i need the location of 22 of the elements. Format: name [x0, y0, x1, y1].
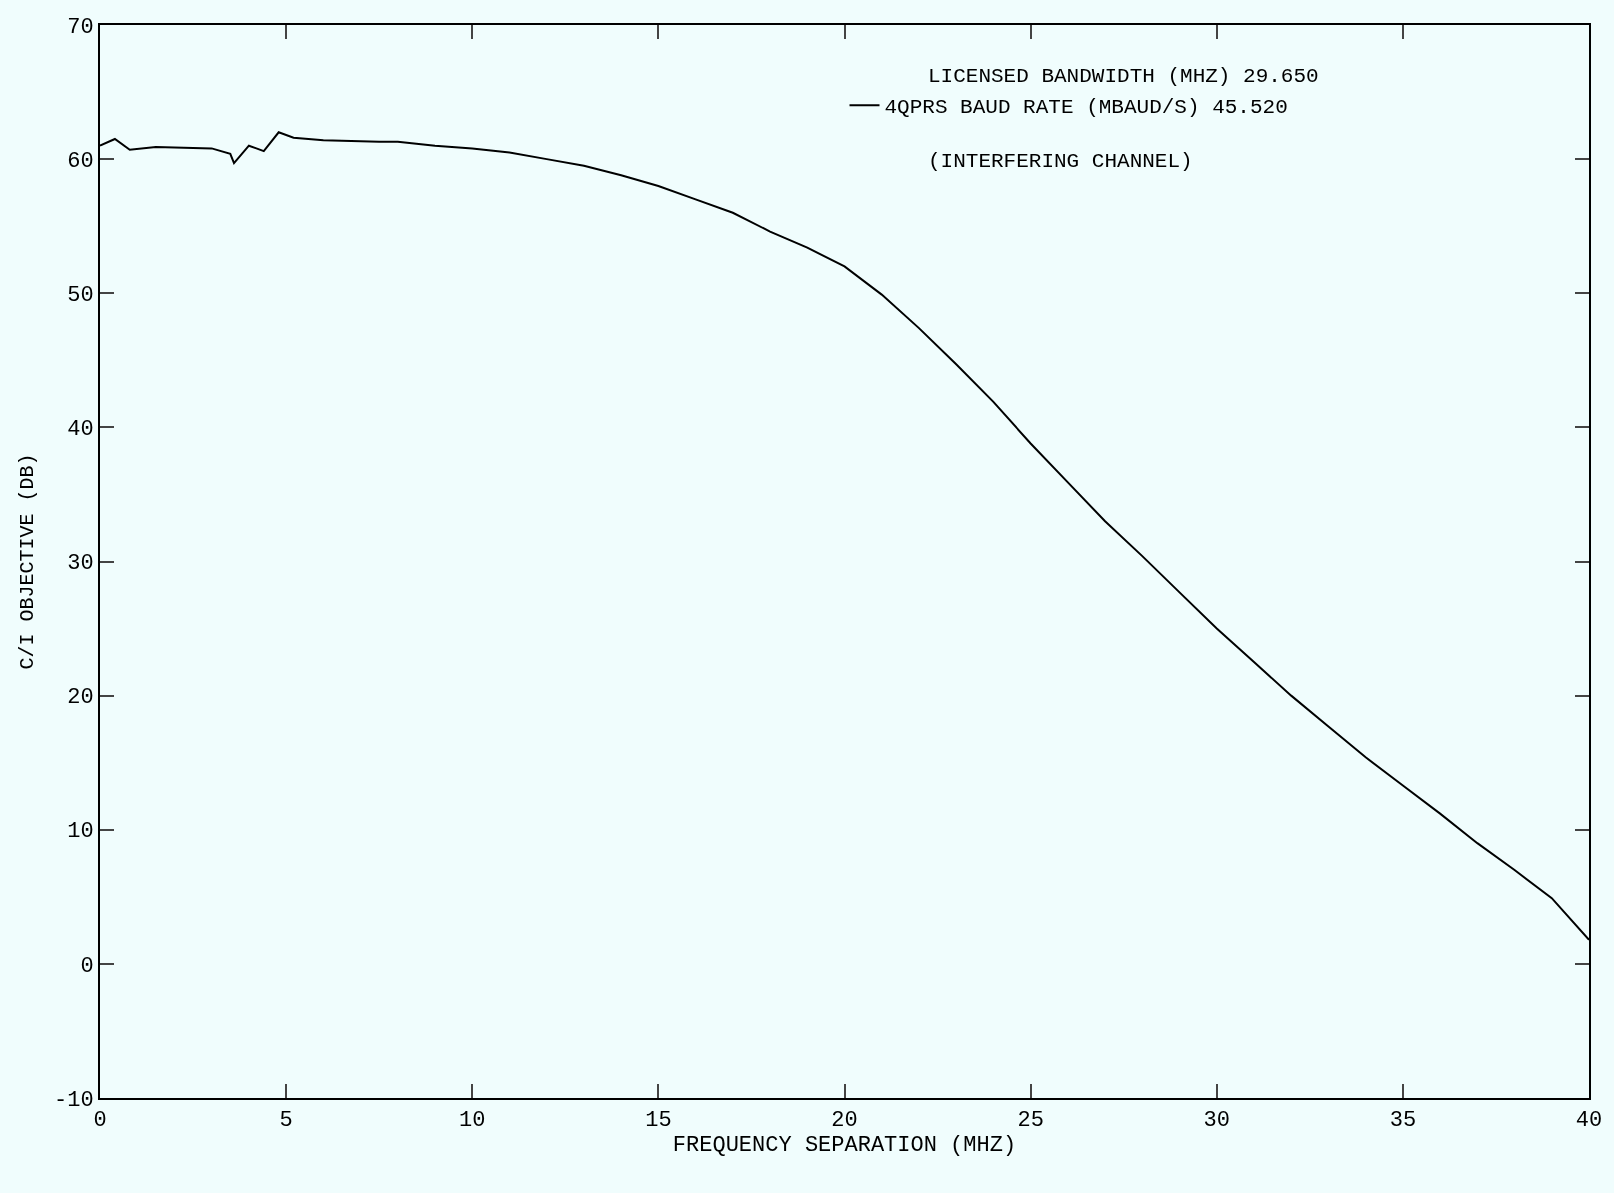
y-tick-label: -10: [53, 1087, 94, 1113]
annotation: LICENSED BANDWIDTH (MHZ) 29.650: [928, 65, 1319, 88]
x-tick-label: 35: [1389, 1108, 1417, 1134]
x-axis-title: FREQUENCY SEPARATION (MHZ): [672, 1133, 1017, 1159]
x-tick-label: 20: [831, 1108, 858, 1134]
y-tick-label: 30: [67, 551, 94, 577]
y-tick-label: 0: [80, 953, 94, 979]
legend-label: 4QPRS BAUD RATE (MBAUD/S) 45.520: [884, 96, 1288, 120]
y-tick-label: 50: [67, 282, 94, 308]
y-tick-label: 20: [67, 685, 94, 711]
x-tick-label: 10: [459, 1108, 486, 1134]
x-tick-label: 40: [1575, 1108, 1603, 1134]
x-tick-label: 5: [279, 1108, 293, 1134]
y-tick-label: 70: [67, 14, 94, 40]
y-axis-title: C/I OBJECTIVE (DB): [15, 453, 39, 670]
x-tick-label: 30: [1203, 1108, 1230, 1134]
annotation: (INTERFERING CHANNEL): [928, 150, 1193, 173]
x-tick-label: 15: [645, 1108, 672, 1134]
y-tick-label: 10: [67, 819, 94, 845]
y-tick-label: 40: [67, 417, 94, 443]
y-tick-label: 60: [67, 148, 94, 174]
x-tick-label: 25: [1017, 1108, 1044, 1134]
